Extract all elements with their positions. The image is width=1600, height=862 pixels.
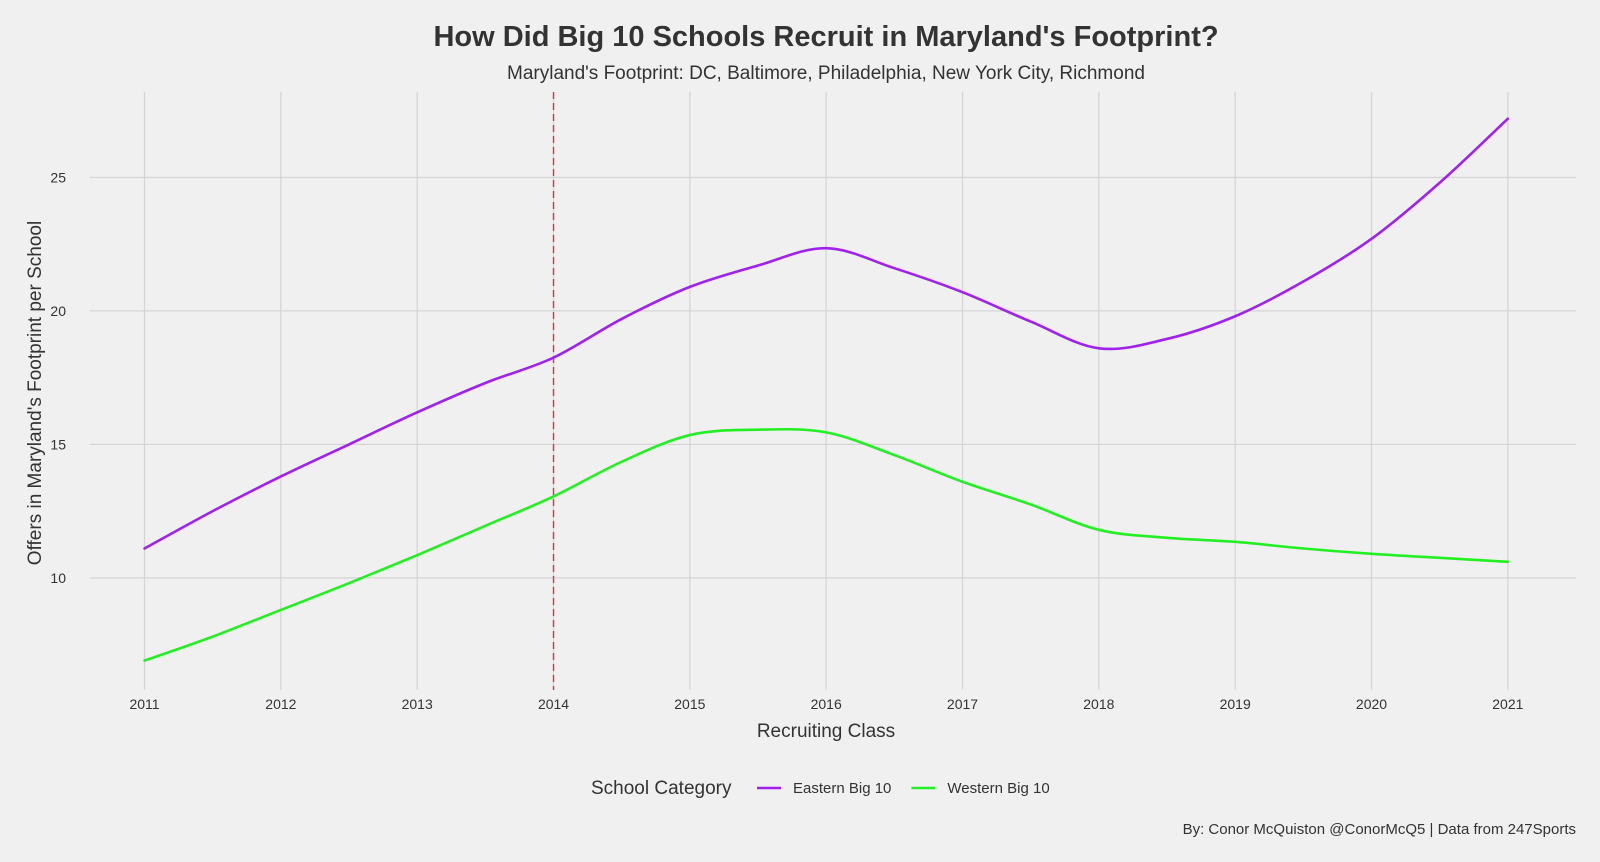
y-axis-title: Offers in Maryland's Footprint per Schoo… (25, 221, 46, 565)
x-tick-label-2021: 2021 (1492, 696, 1523, 712)
x-axis-title: Recruiting Class (757, 721, 895, 742)
x-tick-labels: 2011 2012 2013 2014 2015 2016 2017 2018 2019 2020… (129, 696, 1523, 712)
x-tick-label-2018: 2018 (1083, 696, 1114, 712)
x-tick-label-2014: 2014 (538, 696, 569, 712)
x-tick-label-2013: 2013 (402, 696, 433, 712)
y-tick-labels: 10 15 20 25 (50, 169, 66, 585)
x-tick-label-2012: 2012 (265, 696, 296, 712)
x-tick-label-2015: 2015 (674, 696, 705, 712)
y-tick-label-15: 15 (50, 436, 66, 452)
y-tick-label-20: 20 (50, 303, 66, 319)
legend-title: School Category (591, 778, 732, 799)
chart-caption: By: Conor McQuiston @ConorMcQ5 | Data fr… (1183, 821, 1576, 838)
y-tick-label-25: 25 (50, 169, 66, 185)
x-tick-label-2016: 2016 (811, 696, 842, 712)
y-tick-label-10: 10 (50, 570, 66, 586)
grid (90, 92, 1576, 690)
series-line-western-big-10 (143, 427, 1510, 662)
series-lines (143, 117, 1510, 662)
legend: School Category Eastern Big 10 Western Bi… (591, 778, 1050, 799)
legend-label-western-big-10: Western Big 10 (947, 780, 1049, 797)
series-line-eastern-big-10 (143, 117, 1510, 550)
chart-title: How Did Big 10 Schools Recruit in Maryla… (433, 21, 1218, 53)
x-tick-label-2017: 2017 (947, 696, 978, 712)
chart-subtitle: Maryland's Footprint: DC, Baltimore, Phi… (507, 63, 1145, 84)
x-tick-label-2019: 2019 (1220, 696, 1251, 712)
x-tick-label-2011: 2011 (129, 696, 159, 712)
legend-label-eastern-big-10: Eastern Big 10 (793, 780, 891, 797)
x-tick-label-2020: 2020 (1356, 696, 1387, 712)
